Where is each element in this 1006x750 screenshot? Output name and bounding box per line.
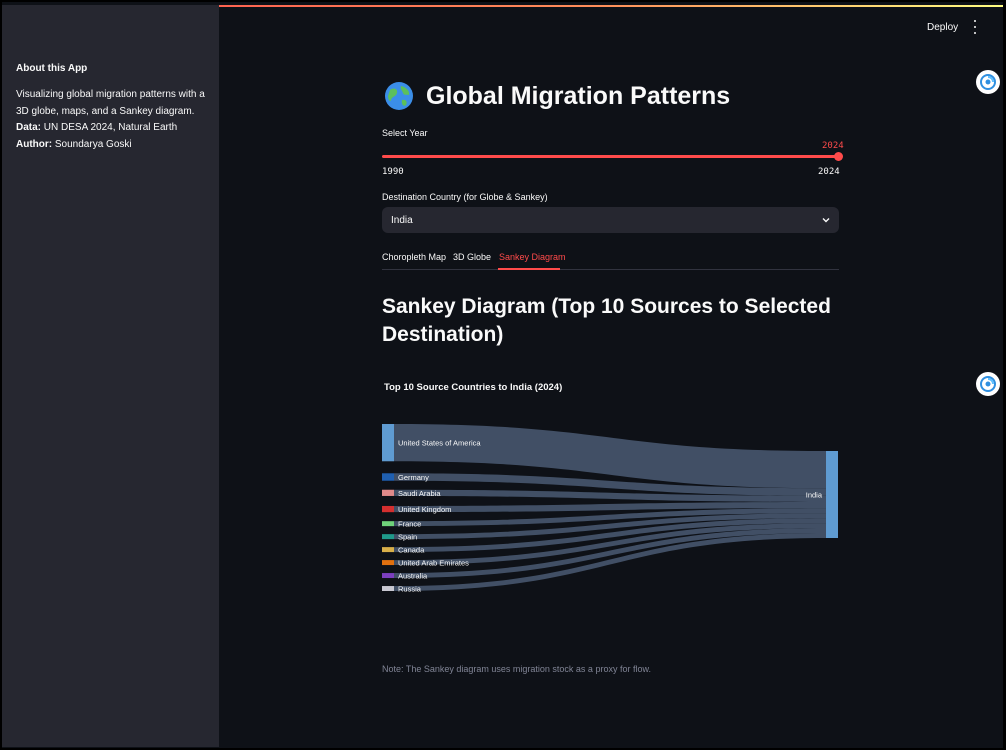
sankey-source-label: Germany <box>398 473 429 482</box>
sankey-source-label: Spain <box>398 533 417 542</box>
sankey-source-label: Canada <box>398 546 425 555</box>
sankey-source-label: Saudi Arabia <box>398 489 441 498</box>
page-title-row: Global Migration Patterns <box>384 81 730 111</box>
year-slider-value: 2024 <box>822 141 844 151</box>
globe-emoji-icon <box>385 82 413 110</box>
sidebar-title: About this App <box>16 63 88 74</box>
year-slider-thumb[interactable] <box>834 152 843 161</box>
sankey-link[interactable] <box>394 473 826 496</box>
sankey-source-node[interactable] <box>382 521 394 527</box>
sankey-source-label: United Arab Emirates <box>398 559 469 568</box>
sidebar-data-line: Data: UN DESA 2024, Natural Earth <box>16 120 212 137</box>
sidebar: About this App Visualizing global migrat… <box>2 5 219 747</box>
author-label: Author: <box>16 138 53 150</box>
year-slider-max: 2024 <box>818 167 840 177</box>
year-slider-label: Select Year <box>382 128 428 138</box>
sankey-source-label: Australia <box>398 572 428 581</box>
tab-choropleth-map[interactable]: Choropleth Map <box>382 252 447 262</box>
sankey-link[interactable] <box>394 523 826 566</box>
sankey-link[interactable] <box>394 489 826 502</box>
top-decoration-bar <box>2 5 1003 7</box>
chevron-down-icon <box>822 218 830 223</box>
sankey-link[interactable] <box>394 533 826 591</box>
data-value: UN DESA 2024, Natural Earth <box>41 122 178 133</box>
sankey-chart: United States of America Germany Saudi Ara… <box>382 424 838 594</box>
sankey-source-node[interactable] <box>382 473 394 481</box>
sankey-source-node[interactable] <box>382 573 394 579</box>
sankey-source-node[interactable] <box>382 424 394 462</box>
chart-title: Top 10 Source Countries to India (2024) <box>384 382 563 393</box>
active-tab-indicator <box>498 268 560 270</box>
destination-value: India <box>391 214 413 226</box>
sidebar-description: Visualizing global migration patterns wi… <box>16 89 205 117</box>
sankey-source-node[interactable] <box>382 560 394 566</box>
sankey-target-label: India <box>806 491 823 500</box>
sankey-source-label: United States of America <box>398 439 481 448</box>
sankey-link[interactable] <box>394 518 826 553</box>
tab-bar: Choropleth Map 3D Globe Sankey Diagram <box>382 250 839 270</box>
sankey-links <box>394 424 826 591</box>
year-slider-track[interactable] <box>382 155 838 158</box>
destination-label: Destination Country (for Globe & Sankey) <box>382 192 548 202</box>
kebab-menu-icon[interactable] <box>971 20 979 34</box>
extension-swirl-icon-2[interactable] <box>976 372 1000 396</box>
author-value: Soundarya Goski <box>52 138 132 150</box>
sankey-link[interactable] <box>394 424 826 489</box>
tab-sankey-diagram[interactable]: Sankey Diagram <box>499 252 566 262</box>
tab-3d-globe[interactable]: 3D Globe <box>453 252 492 262</box>
year-slider-min: 1990 <box>382 167 404 177</box>
sankey-link[interactable] <box>394 528 826 579</box>
sankey-target-node[interactable] <box>826 451 838 538</box>
deploy-button[interactable]: Deploy <box>927 22 959 33</box>
sidebar-description-block: Visualizing global migration patterns wi… <box>16 87 212 153</box>
sankey-source-node[interactable] <box>382 534 394 540</box>
sankey-source-node[interactable] <box>382 505 394 513</box>
sidebar-author-line: Author: Soundarya Goski <box>16 137 212 154</box>
sankey-source-node[interactable] <box>382 489 394 496</box>
sankey-nodes: United States of America Germany Saudi Ara… <box>382 424 838 594</box>
sankey-source-label: United Kingdom <box>398 505 451 514</box>
sankey-source-node[interactable] <box>382 586 394 591</box>
sankey-source-label: France <box>398 520 421 529</box>
page-title: Global Migration Patterns <box>426 81 731 110</box>
data-label: Data: <box>16 122 42 133</box>
sankey-link[interactable] <box>394 501 826 513</box>
sankey-link[interactable] <box>394 513 826 540</box>
extension-swirl-icon[interactable] <box>976 70 1000 94</box>
sankey-source-label: Russia <box>398 585 422 594</box>
sankey-source-node[interactable] <box>382 547 394 553</box>
footnote: Note: The Sankey diagram uses migration … <box>382 664 651 674</box>
destination-select[interactable]: India <box>382 207 839 233</box>
sankey-link[interactable] <box>394 508 826 527</box>
section-title: Sankey Diagram (Top 10 Sources to Select… <box>382 295 831 346</box>
